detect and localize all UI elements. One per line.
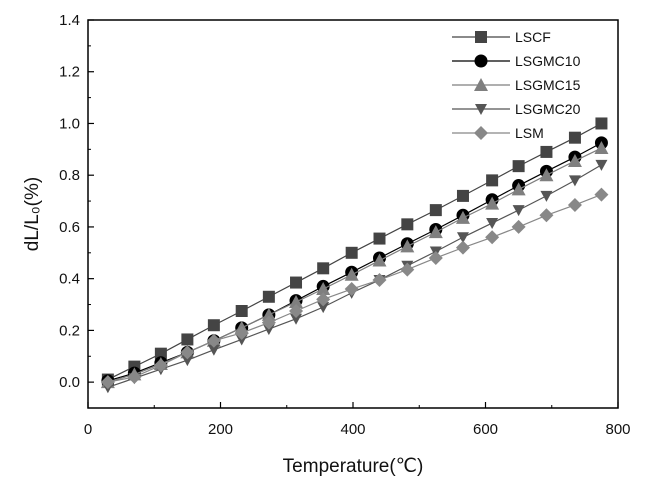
data-point-lsm <box>485 230 500 245</box>
data-point-lscf <box>486 174 499 187</box>
legend-marker-lsgmc15 <box>474 78 488 91</box>
data-point-lscf <box>181 333 194 346</box>
data-point-lscf <box>207 319 220 332</box>
data-point-lscf <box>568 131 581 144</box>
data-point-lscf <box>540 145 553 158</box>
data-point-lsgmc15 <box>567 153 582 167</box>
data-point-lscf <box>429 204 442 217</box>
data-point-lsm <box>100 375 115 390</box>
legend-marker-lsgmc20 <box>475 104 487 115</box>
data-point-lsgmc20 <box>456 232 469 244</box>
data-point-lscf <box>317 262 330 275</box>
data-point-lsgmc20 <box>486 218 499 230</box>
x-tick-label: 400 <box>340 421 365 438</box>
y-tick-label: 0.2 <box>59 322 80 339</box>
data-point-lsm <box>511 219 526 234</box>
legend-item-lsgmc20: LSGMC20 <box>452 101 581 117</box>
data-point-lscf <box>262 290 275 303</box>
data-point-lsgmc20 <box>181 355 194 367</box>
data-point-lsm <box>316 292 331 307</box>
data-point-lsm <box>428 250 443 265</box>
x-tick-label: 0 <box>84 421 92 438</box>
data-point-lsm <box>455 240 470 255</box>
y-tick-label: 0.6 <box>59 219 80 236</box>
legend-label: LSGMC10 <box>515 53 581 69</box>
legend-marker-lscf <box>475 31 487 43</box>
y-axis-title: dL/L₀(%) <box>22 177 43 251</box>
data-point-lsgmc20 <box>317 302 330 314</box>
data-point-lsm <box>567 197 582 212</box>
legend-item-lsm: LSM <box>452 125 544 141</box>
data-point-lsgmc20 <box>290 313 303 325</box>
data-point-lscf <box>595 117 608 130</box>
data-point-lsgmc20 <box>207 344 220 356</box>
y-tick-label: 1.0 <box>59 115 80 132</box>
data-point-lscf <box>512 160 525 173</box>
legend-label: LSM <box>515 125 544 141</box>
legend-item-lscf: LSCF <box>452 29 551 45</box>
data-point-lsgmc15 <box>485 196 500 210</box>
legend-item-lsgmc10: LSGMC10 <box>452 53 581 69</box>
legend-label: LSCF <box>515 29 551 45</box>
data-point-lscf <box>401 218 414 231</box>
data-point-lscf <box>290 276 303 289</box>
data-point-lsgmc20 <box>512 205 525 217</box>
data-point-lsm <box>127 369 142 384</box>
data-point-lsgmc20 <box>595 159 608 171</box>
data-point-lsgmc15 <box>539 168 554 182</box>
series-lsgmc10 <box>101 136 608 388</box>
data-point-lsm <box>153 358 168 373</box>
data-point-lsgmc20 <box>568 175 581 187</box>
y-tick-label: 1.4 <box>59 12 80 29</box>
x-tick-label: 200 <box>208 421 233 438</box>
series-lsm <box>100 187 609 390</box>
data-point-lscf <box>235 305 248 317</box>
data-point-lsgmc15 <box>344 267 359 281</box>
data-point-lsgmc15 <box>316 282 331 296</box>
data-point-lsm <box>180 345 195 360</box>
y-tick-label: 1.2 <box>59 64 80 81</box>
data-point-lsgmc15 <box>511 182 526 196</box>
series-line-lsgmc15 <box>107 147 602 383</box>
legend-label: LSGMC20 <box>515 101 581 117</box>
data-point-lsm <box>344 282 359 297</box>
data-point-lsgmc20 <box>540 190 553 202</box>
series-lscf <box>101 117 608 386</box>
data-point-lsgmc15 <box>289 294 304 308</box>
data-point-lsgmc15 <box>261 307 276 321</box>
data-point-lsm <box>234 325 249 340</box>
data-point-lsm <box>261 315 276 330</box>
data-point-lscf <box>345 246 358 259</box>
legend: LSCF LSGMC10 LSGMC15 LSGMC20 LSM <box>452 29 581 141</box>
data-point-lsm <box>400 262 415 277</box>
legend-marker-lsm <box>474 126 488 140</box>
data-point-lsm <box>289 304 304 318</box>
y-axis: 0.0 0.2 0.4 0.6 0.8 1.0 1.2 1.4 <box>59 12 94 391</box>
y-tick-label: 0.8 <box>59 167 80 184</box>
data-point-lscf <box>456 189 469 202</box>
data-point-lsgmc15 <box>455 210 470 224</box>
y-tick-label: 0.4 <box>59 271 80 288</box>
data-point-lsm <box>539 208 554 223</box>
data-point-lsm <box>594 187 609 202</box>
legend-label: LSGMC15 <box>515 77 581 93</box>
data-point-lsgmc15 <box>372 253 387 267</box>
x-axis: 0 200 400 600 800 <box>84 402 631 438</box>
series-layer <box>100 117 609 394</box>
data-point-lsm <box>206 333 221 348</box>
x-axis-title: Temperature(℃) <box>283 456 424 477</box>
data-point-lsm <box>372 272 387 287</box>
data-point-lsgmc15 <box>594 141 609 155</box>
data-point-lsgmc15 <box>428 225 443 239</box>
data-point-lscf <box>154 347 167 360</box>
data-point-lsgmc15 <box>400 239 415 253</box>
legend-marker-lsgmc10 <box>474 54 488 68</box>
x-tick-label: 800 <box>605 421 630 438</box>
data-point-lscf <box>373 232 386 245</box>
legend-item-lsgmc15: LSGMC15 <box>452 77 581 93</box>
x-tick-label: 600 <box>473 421 498 438</box>
y-tick-label: 0.0 <box>59 374 80 391</box>
